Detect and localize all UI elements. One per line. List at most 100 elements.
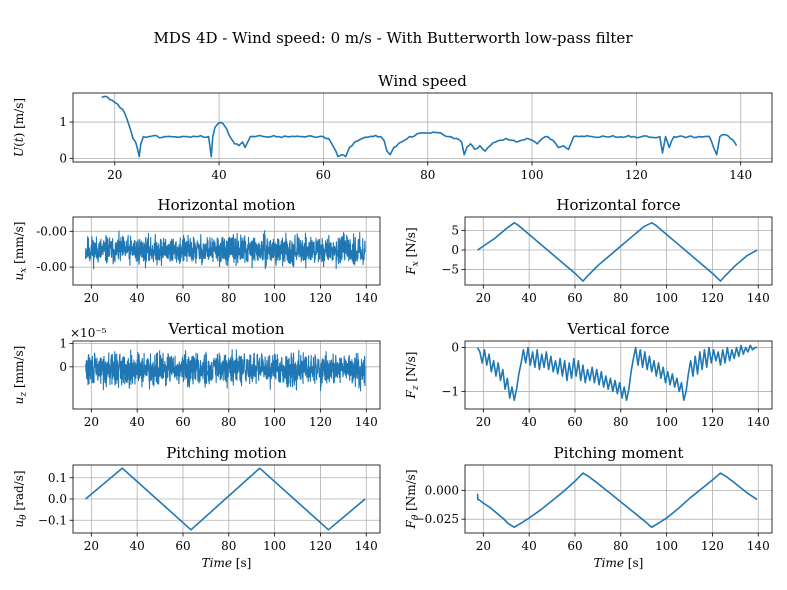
vertical-force-ylabel: Fz [N/s] [404, 352, 421, 400]
vertical-motion-ylabel: uz [mm/s] [12, 346, 29, 405]
pitching-motion-xtick-label-0: 20 [84, 539, 99, 553]
horizontal-motion-ytick-label-0: -0.00 [36, 224, 67, 238]
pitching-moment-xlabel: Time [s] [594, 556, 644, 570]
pitching-motion-title: Pitching motion [166, 444, 287, 462]
pitching-motion-xtick-label-6: 140 [355, 539, 378, 553]
horizontal-motion-xtick-label-2: 60 [175, 291, 190, 305]
horizontal-force-ytick-label-1: 0 [451, 243, 459, 257]
vertical-force-ytick-label-0: −1 [441, 384, 459, 398]
vertical-motion-series-line [85, 349, 366, 392]
horizontal-motion-xtick-label-1: 40 [130, 291, 145, 305]
pitching-motion-ytick-label-2: 0.1 [48, 471, 67, 485]
wind-speed-ylabel: U(t) [m/s] [12, 98, 26, 157]
wind-speed-frame [72, 92, 773, 163]
pitching-motion-ylabel: uθ [rad/s] [12, 470, 29, 527]
wind-speed-axes: 20 40 60 80 100 120 140 0 1 Wind speed U(t) [m/s] [12, 72, 773, 182]
vertical-force-xtick-label-1: 40 [522, 415, 537, 429]
wind-speed-xtick-label-5: 120 [625, 168, 648, 182]
vertical-motion-title: Vertical motion [167, 320, 284, 338]
vertical-force-xtick-label-2: 60 [567, 415, 582, 429]
horizontal-motion-xtick-label-0: 20 [84, 291, 99, 305]
pitching-moment-axes: 20 40 60 80 100 120 140 −0.025 0.000 Pitching mom… [404, 444, 773, 570]
vertical-motion-axes: 20 40 60 80 100 120 140 0 1×10⁻⁵ Vertical motion u… [12, 320, 381, 429]
vertical-motion-xtick-label-4: 100 [263, 415, 286, 429]
wind-speed-xtick-label-6: 140 [729, 168, 752, 182]
horizontal-motion-xtick-label-5: 120 [309, 291, 332, 305]
horizontal-force-axes: 20 40 60 80 100 120 140 −5 0 5 Horizontal force Fx … [404, 196, 773, 305]
pitching-moment-ylabel: Fθ [Nm/s] [404, 469, 421, 529]
vertical-force-xtick-label-3: 80 [613, 415, 628, 429]
pitching-motion-xtick-label-1: 40 [130, 539, 145, 553]
pitching-moment-series-line [476, 472, 758, 529]
pitching-motion-xtick-label-5: 120 [309, 539, 332, 553]
pitching-moment-xtick-label-5: 120 [701, 539, 724, 553]
horizontal-force-ytick-label-2: 5 [451, 224, 459, 238]
pitching-motion-ytick-label-1: 0.0 [48, 492, 67, 506]
wind-speed-xtick-label-4: 100 [521, 168, 544, 182]
horizontal-motion-xtick-label-3: 80 [221, 291, 236, 305]
pitching-motion-xtick-label-3: 80 [221, 539, 236, 553]
pitching-moment-xtick-label-6: 140 [747, 539, 770, 553]
horizontal-force-xtick-label-1: 40 [522, 291, 537, 305]
pitching-moment-xtick-label-3: 80 [613, 539, 628, 553]
horizontal-motion-xtick-label-4: 100 [263, 291, 286, 305]
vertical-motion-xtick-label-0: 20 [84, 415, 99, 429]
vertical-motion-offset-text: ×10⁻⁵ [70, 326, 107, 340]
horizontal-force-frame [464, 216, 773, 286]
pitching-moment-xtick-label-0: 20 [476, 539, 491, 553]
vertical-motion-ytick-label-0: 0 [59, 360, 67, 374]
horizontal-force-xtick-label-2: 60 [567, 291, 582, 305]
horizontal-force-series-line [477, 222, 758, 282]
vertical-motion-xtick-label-6: 140 [355, 415, 378, 429]
pitching-motion-series-line [85, 467, 366, 531]
pitching-moment-ytick-label-0: −0.025 [415, 512, 459, 526]
vertical-force-xtick-label-4: 100 [655, 415, 678, 429]
horizontal-force-xtick-label-0: 20 [476, 291, 491, 305]
vertical-force-xtick-label-0: 20 [476, 415, 491, 429]
pitching-moment-xtick-label-1: 40 [522, 539, 537, 553]
horizontal-motion-ylabel: ux [mm/s] [12, 222, 29, 281]
horizontal-force-ylabel: Fx [N/s] [404, 227, 421, 275]
vertical-force-xtick-label-5: 120 [701, 415, 724, 429]
vertical-motion-xtick-label-3: 80 [221, 415, 236, 429]
vertical-force-title: Vertical force [566, 320, 669, 338]
vertical-motion-xtick-label-5: 120 [309, 415, 332, 429]
pitching-motion-ytick-label-0: −0.1 [38, 513, 67, 527]
horizontal-force-xtick-label-5: 120 [701, 291, 724, 305]
vertical-force-frame [464, 340, 773, 410]
horizontal-force-title: Horizontal force [556, 196, 680, 214]
pitching-moment-ytick-label-1: 0.000 [425, 483, 459, 497]
horizontal-motion-axes: 20 40 60 80 100 120 140 -0.00 -0.00 Horizontal mo… [12, 196, 381, 305]
wind-speed-xtick-label-3: 80 [420, 168, 435, 182]
wind-speed-title: Wind speed [378, 72, 467, 90]
horizontal-force-xtick-label-6: 140 [747, 291, 770, 305]
horizontal-motion-series-line [85, 230, 366, 270]
pitching-motion-xtick-label-4: 100 [263, 539, 286, 553]
vertical-motion-frame [72, 340, 381, 410]
vertical-motion-ytick-label-1: 1 [59, 336, 67, 350]
pitching-moment-xtick-label-4: 100 [655, 539, 678, 553]
vertical-motion-xtick-label-1: 40 [130, 415, 145, 429]
pitching-moment-title: Pitching moment [554, 444, 684, 462]
vertical-force-axes: 20 40 60 80 100 120 140 −1 0 Vertical force Fz [N/… [404, 320, 773, 429]
horizontal-motion-xtick-label-6: 140 [355, 291, 378, 305]
vertical-force-series-line [476, 344, 758, 402]
pitching-moment-frame [464, 464, 773, 534]
wind-speed-xtick-label-0: 20 [107, 168, 122, 182]
wind-speed-ytick-label-0: 0 [59, 151, 67, 165]
horizontal-force-xtick-label-3: 80 [613, 291, 628, 305]
pitching-moment-xtick-label-2: 60 [567, 539, 582, 553]
wind-speed-series-line [101, 95, 738, 158]
wind-speed-xtick-label-1: 40 [211, 168, 226, 182]
wind-speed-ytick-label-1: 1 [59, 115, 67, 129]
figure-title: MDS 4D - Wind speed: 0 m/s - With Butter… [154, 29, 634, 47]
horizontal-motion-frame [72, 216, 381, 286]
horizontal-force-xtick-label-4: 100 [655, 291, 678, 305]
horizontal-motion-ytick-label-1: -0.00 [36, 260, 67, 274]
pitching-motion-xlabel: Time [s] [202, 556, 252, 570]
vertical-motion-xtick-label-2: 60 [175, 415, 190, 429]
pitching-motion-axes: 20 40 60 80 100 120 140 −0.1 0.0 0.1 Pitching moti… [12, 444, 381, 570]
